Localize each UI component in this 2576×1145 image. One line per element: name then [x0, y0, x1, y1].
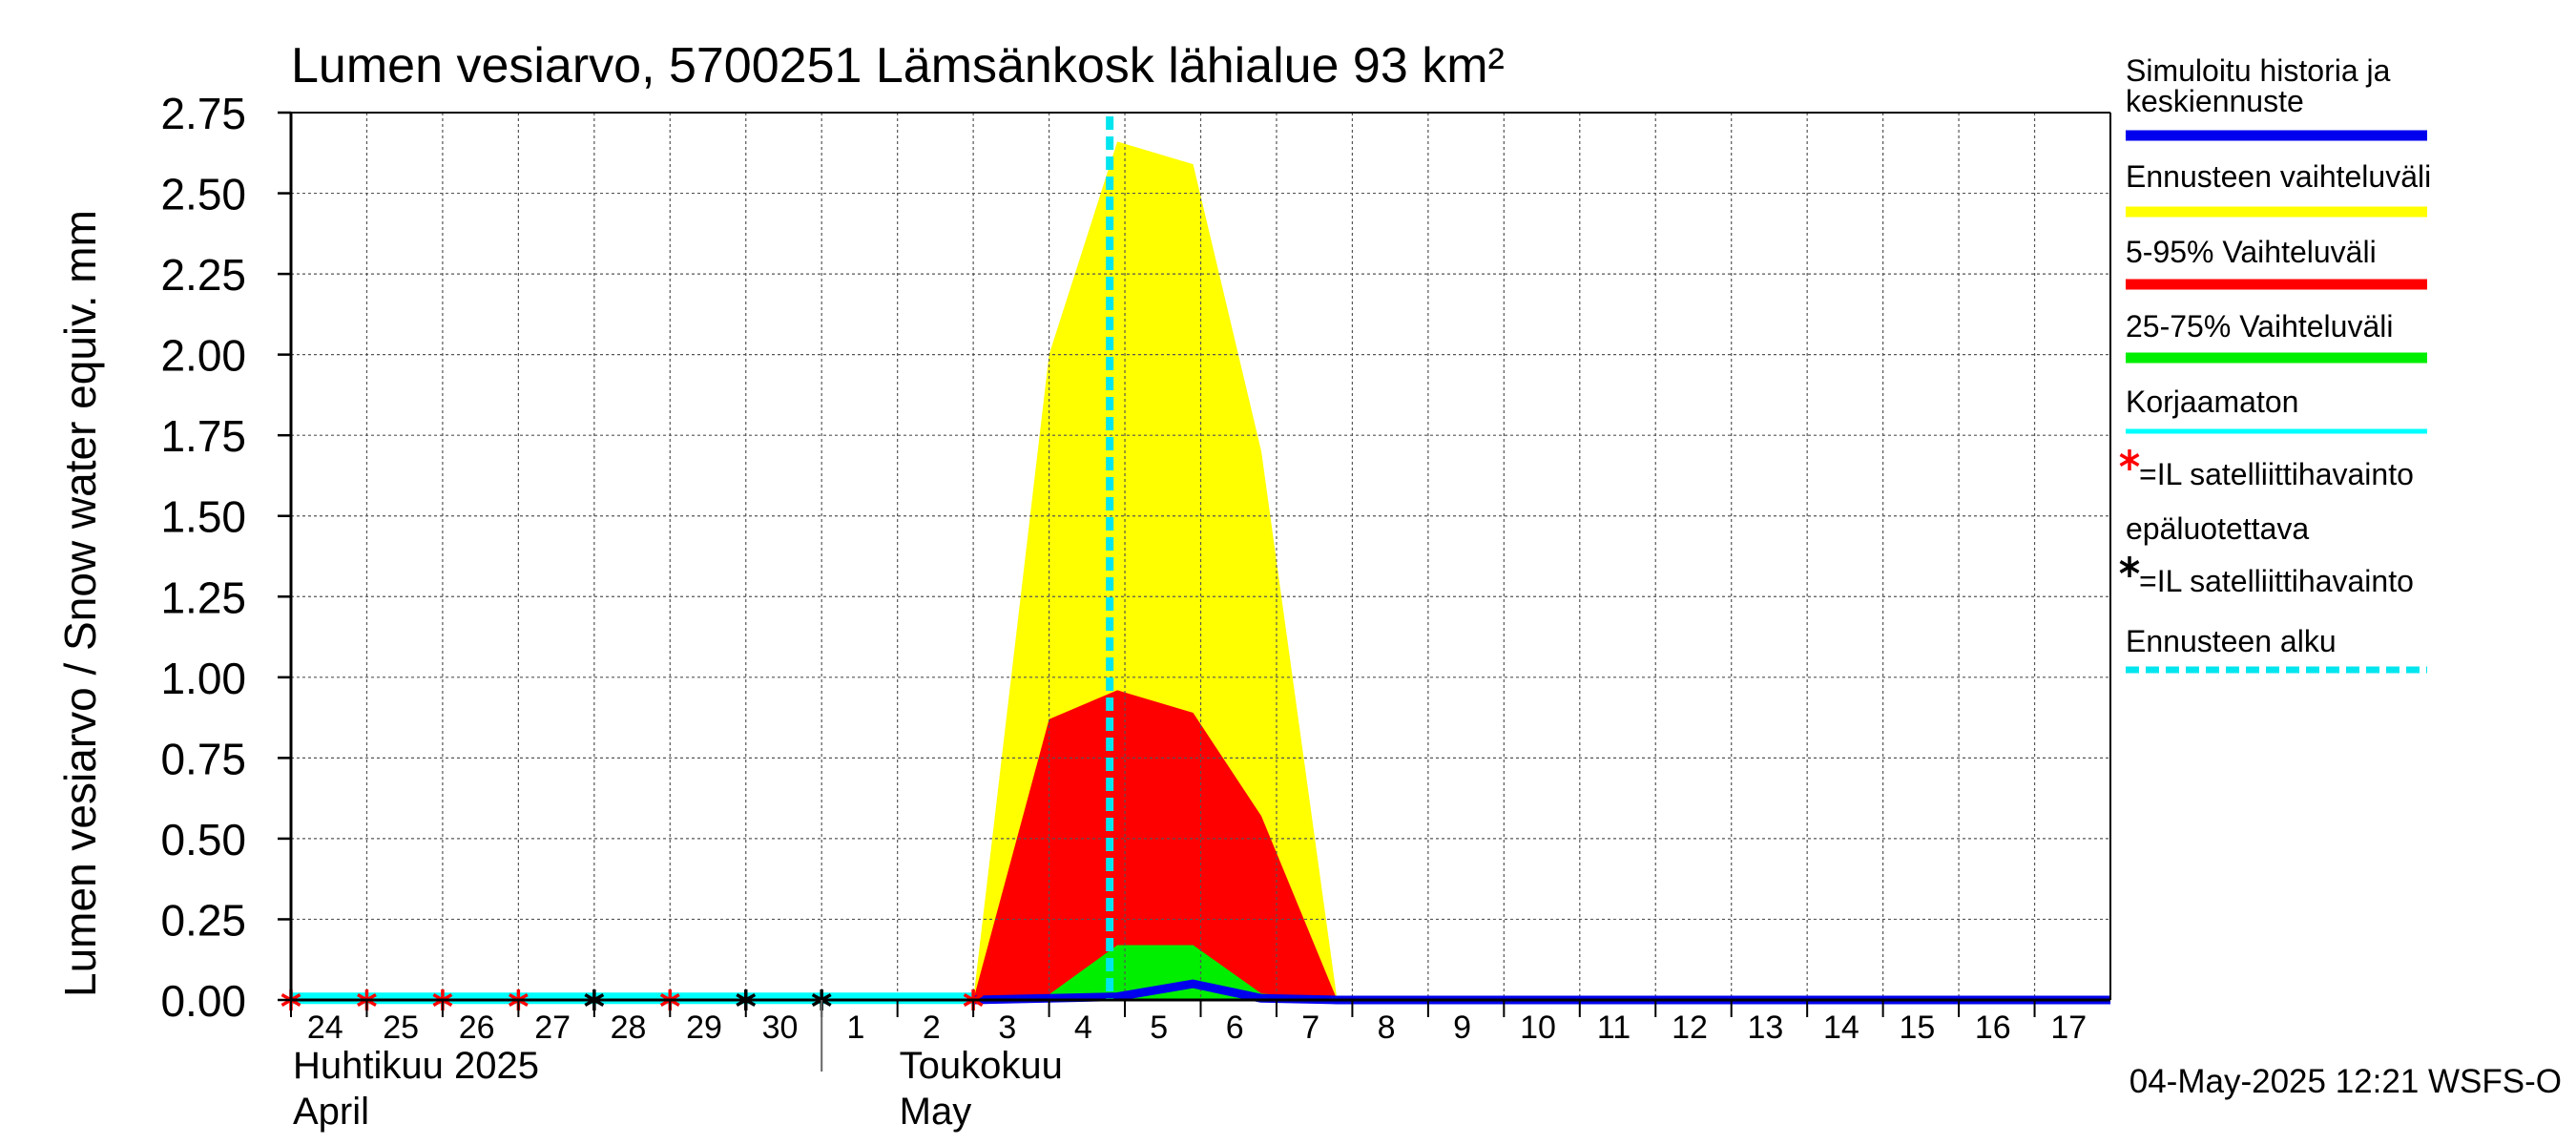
legend-label: Ennusteen vaihteluväli [2126, 159, 2431, 194]
chart-title: Lumen vesiarvo, 5700251 Lämsänkosk lähia… [291, 38, 1505, 94]
legend-item: =IL satelliittihavainto epäluotettava [2119, 449, 2414, 546]
legend-item: Korjaamaton [2126, 385, 2427, 434]
axes: 0.00 0.25 0.50 0.75 1.00 1.25 1.50 1.75 2.00 2.25… [160, 89, 2111, 1133]
month-label: Toukokuu [900, 1045, 1063, 1087]
month-label-en: May [900, 1091, 972, 1133]
band-1 [973, 690, 2110, 1000]
y-tick-label: 1.00 [160, 654, 246, 703]
x-tick-label: 1 [846, 1010, 864, 1046]
y-axis-label: Lumen vesiarvo / Snow water equiv. mm [55, 210, 105, 997]
month-label-en: April [293, 1091, 369, 1133]
legend-star-stroke [2119, 452, 2140, 468]
legend-label: =IL satelliittihavainto epäluotettava [2126, 457, 2414, 546]
y-tick-label: 2.00 [160, 331, 246, 381]
x-tick-label: 25 [383, 1010, 419, 1046]
legend-item: =IL satelliittihavainto [2119, 556, 2414, 598]
y-tick-label: 1.75 [160, 411, 246, 461]
range-bands [973, 141, 2110, 1000]
x-tick-label: 10 [1520, 1010, 1556, 1046]
legend-star [2119, 556, 2140, 577]
band-0 [973, 141, 2110, 1000]
legend-label: Ennusteen alku [2126, 624, 2337, 658]
x-tick-label: 26 [459, 1010, 495, 1046]
x-tick-label: 11 [1597, 1010, 1631, 1046]
y-tick-label: 2.50 [160, 170, 246, 219]
y-tick-label: 1.50 [160, 492, 246, 542]
x-tick-label: 17 [2050, 1010, 2087, 1046]
month-label: Huhtikuu 2025 [293, 1045, 539, 1087]
x-tick-label: 16 [1975, 1010, 2011, 1046]
timestamp-footer: 04-May-2025 12:21 WSFS-O [2129, 1063, 2562, 1100]
x-tick-label: 3 [998, 1010, 1016, 1046]
x-tick-label: 2 [923, 1010, 941, 1046]
y-tick-label: 0.25 [160, 895, 246, 945]
legend-label: 5-95% Vaihteluväli [2126, 235, 2377, 269]
x-tick-label: 6 [1226, 1010, 1244, 1046]
y-tick-label: 0.50 [160, 815, 246, 864]
legend-item: Ennusteen vaihteluväli [2126, 159, 2431, 218]
y-tick-label: 2.25 [160, 250, 246, 300]
y-tick-label: 1.25 [160, 572, 246, 622]
x-tick-label: 5 [1150, 1010, 1168, 1046]
legend-label: 25-75% Vaihteluväli [2126, 309, 2393, 344]
x-tick-label: 9 [1453, 1010, 1471, 1046]
x-tick-label: 15 [1899, 1010, 1935, 1046]
grid [291, 112, 2110, 1000]
legend-star-stroke [2119, 559, 2140, 574]
y-tick-label: 2.75 [160, 89, 246, 138]
x-tick-label: 30 [762, 1010, 799, 1046]
x-tick-label: 8 [1378, 1010, 1396, 1046]
y-tick-label: 0.00 [160, 976, 246, 1026]
x-tick-label: 29 [686, 1010, 722, 1046]
band-2 [1041, 945, 1338, 1000]
x-tick-label: 28 [611, 1010, 647, 1046]
x-tick-label: 14 [1823, 1010, 1859, 1046]
x-tick-label: 13 [1748, 1010, 1784, 1046]
x-tick-label: 27 [534, 1010, 571, 1046]
legend-item: 25-75% Vaihteluväli [2126, 309, 2427, 364]
legend: Simuloitu historia ja keskiennuste Ennuste… [2119, 53, 2431, 674]
x-tick-label: 4 [1074, 1010, 1092, 1046]
x-tick-label: 12 [1672, 1010, 1708, 1046]
legend-item: Simuloitu historia ja keskiennuste [2126, 53, 2427, 141]
legend-item: 5-95% Vaihteluväli [2126, 235, 2427, 290]
x-tick-label: 7 [1301, 1010, 1319, 1046]
legend-star [2119, 449, 2140, 470]
y-tick-label: 0.75 [160, 734, 246, 783]
x-tick-label: 24 [307, 1010, 343, 1046]
legend-item: Ennusteen alku [2126, 624, 2427, 674]
legend-label: Simuloitu historia ja keskiennuste [2126, 53, 2391, 118]
legend-label: Korjaamaton [2126, 385, 2298, 419]
legend-label: =IL satelliittihavainto [2139, 564, 2414, 598]
